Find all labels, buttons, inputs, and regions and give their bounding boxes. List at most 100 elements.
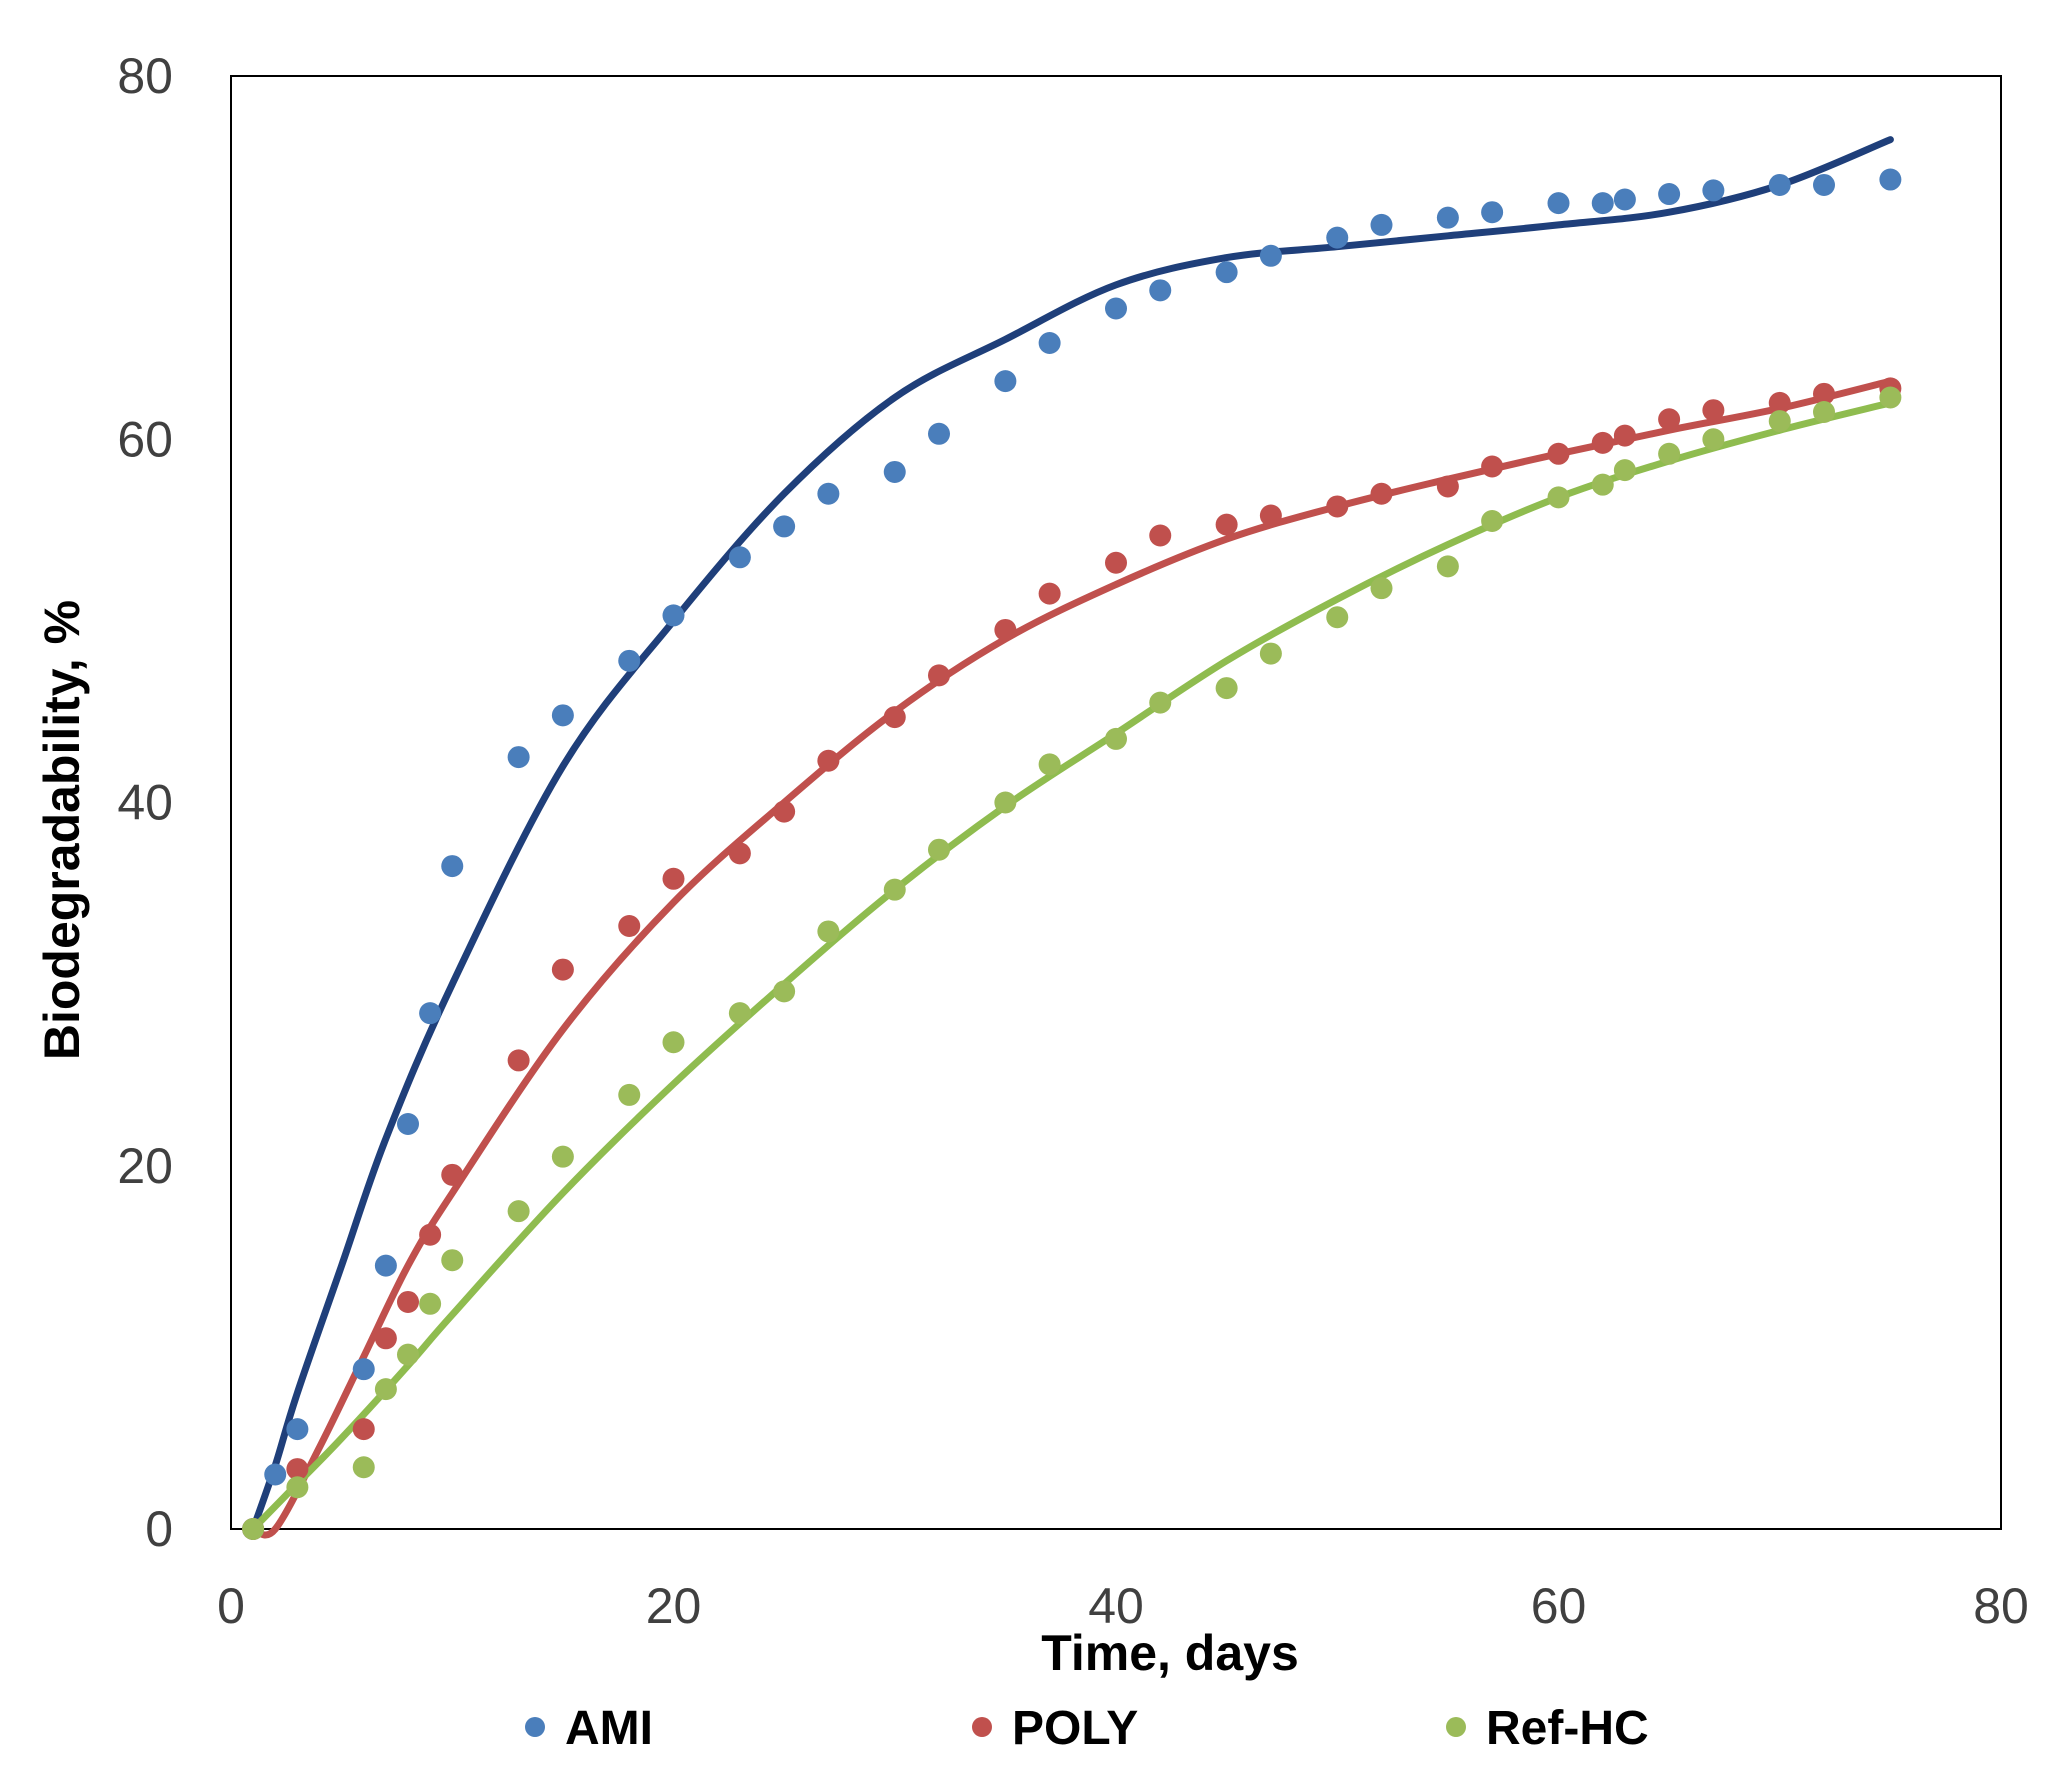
data-point-ref-hc (1813, 401, 1835, 424)
x-tick-label: 20 (646, 1578, 702, 1634)
data-point-ref-hc (1481, 509, 1504, 532)
data-point-poly (1813, 382, 1835, 405)
data-point-ami (1436, 206, 1459, 229)
data-point-poly (773, 800, 796, 823)
data-point-poly (397, 1290, 419, 1313)
plot-area (230, 75, 2002, 1530)
data-point-ami (1149, 279, 1172, 302)
data-point-ami (618, 649, 641, 672)
data-point-ami (1215, 261, 1238, 284)
data-point-poly (1436, 475, 1459, 498)
x-axis-title: Time, days (1041, 1625, 1299, 1681)
data-point-poly (1215, 513, 1238, 536)
data-point-ami (883, 460, 906, 483)
data-point-ref-hc (1658, 442, 1681, 465)
data-point-ami (1259, 244, 1282, 267)
legend-label-ami: AMI (565, 1702, 653, 1755)
data-point-ami (1038, 331, 1061, 354)
data-point-poly (1481, 455, 1504, 478)
data-points (242, 168, 1902, 1540)
data-point-ami (1813, 173, 1835, 196)
data-point-poly (374, 1327, 397, 1350)
x-axis-ticks: 0 20 40 60 80 (217, 1578, 2029, 1634)
legend-marker-ami (525, 1717, 545, 1737)
y-tick-label: 60 (117, 411, 173, 467)
data-point-poly (507, 1049, 530, 1072)
data-point-ref-hc (352, 1456, 375, 1479)
data-point-poly (1370, 482, 1393, 505)
data-point-ami (662, 604, 685, 627)
data-point-ami (1481, 201, 1504, 224)
fit-line-ami (249, 136, 1894, 1533)
data-point-ref-hc (1879, 386, 1902, 409)
y-tick-label: 80 (117, 48, 173, 104)
data-point-ami (397, 1112, 419, 1135)
data-point-ami (1702, 179, 1725, 202)
data-point-ami (994, 370, 1017, 393)
y-axis-title: Biodegradability, % (34, 600, 90, 1060)
data-point-ref-hc (1613, 459, 1636, 482)
x-tick-label: 80 (1973, 1578, 2029, 1634)
data-point-poly (352, 1418, 375, 1441)
x-tick-label: 40 (1088, 1578, 1144, 1634)
data-point-ref-hc (1105, 727, 1127, 750)
data-point-ami (1613, 188, 1636, 211)
x-tick-label: 0 (217, 1578, 245, 1634)
x-tick-label: 60 (1531, 1578, 1587, 1634)
y-tick-label: 20 (117, 1138, 173, 1194)
data-point-poly (817, 749, 840, 772)
legend-marker-poly (972, 1717, 992, 1737)
data-point-ami (817, 482, 840, 505)
data-point-poly (1149, 524, 1172, 547)
data-point-ref-hc (1768, 410, 1791, 433)
data-point-ami (1105, 297, 1127, 320)
y-axis-ticks: 0 20 40 60 80 (117, 48, 173, 1557)
data-point-ref-hc (883, 878, 906, 901)
data-point-poly (1591, 431, 1614, 454)
data-point-ami (1326, 226, 1349, 249)
data-point-poly (928, 664, 950, 687)
data-point-ami (1658, 183, 1681, 206)
data-point-ami (928, 422, 950, 445)
data-point-poly (1658, 408, 1681, 431)
data-point-poly (728, 842, 751, 865)
data-point-poly (1768, 391, 1791, 414)
data-point-ref-hc (374, 1378, 397, 1401)
data-point-ref-hc (1259, 642, 1282, 665)
data-point-poly (419, 1223, 442, 1246)
data-point-poly (883, 706, 906, 729)
data-point-ref-hc (441, 1249, 464, 1272)
data-point-ami (1547, 192, 1570, 215)
legend-label-ref-hc: Ref-HC (1486, 1702, 1649, 1755)
data-point-ami (1370, 213, 1393, 236)
data-point-ref-hc (286, 1476, 309, 1499)
data-point-ref-hc (1038, 753, 1061, 776)
data-point-ami (1879, 168, 1902, 191)
data-point-ami (773, 515, 796, 538)
data-point-ref-hc (728, 1002, 751, 1025)
data-point-poly (441, 1163, 464, 1186)
data-point-poly (551, 958, 574, 981)
data-point-ref-hc (928, 838, 950, 861)
data-point-poly (1613, 424, 1636, 447)
data-point-ref-hc (1591, 473, 1614, 496)
data-point-ref-hc (817, 920, 840, 943)
data-point-ami (507, 746, 530, 769)
data-point-ref-hc (507, 1200, 530, 1223)
data-point-ref-hc (1370, 577, 1393, 600)
data-point-ref-hc (618, 1083, 641, 1106)
data-point-ref-hc (773, 980, 796, 1003)
data-point-poly (662, 867, 685, 890)
data-point-ref-hc (397, 1343, 419, 1366)
legend-marker-ref-hc (1446, 1717, 1466, 1737)
data-point-ami (286, 1418, 309, 1441)
data-point-ami (1768, 173, 1791, 196)
data-point-ref-hc (1149, 691, 1172, 714)
data-point-ami (352, 1358, 375, 1381)
data-point-poly (1038, 582, 1061, 605)
data-point-poly (286, 1458, 309, 1481)
data-point-ami (374, 1254, 397, 1277)
y-tick-label: 40 (117, 775, 173, 831)
